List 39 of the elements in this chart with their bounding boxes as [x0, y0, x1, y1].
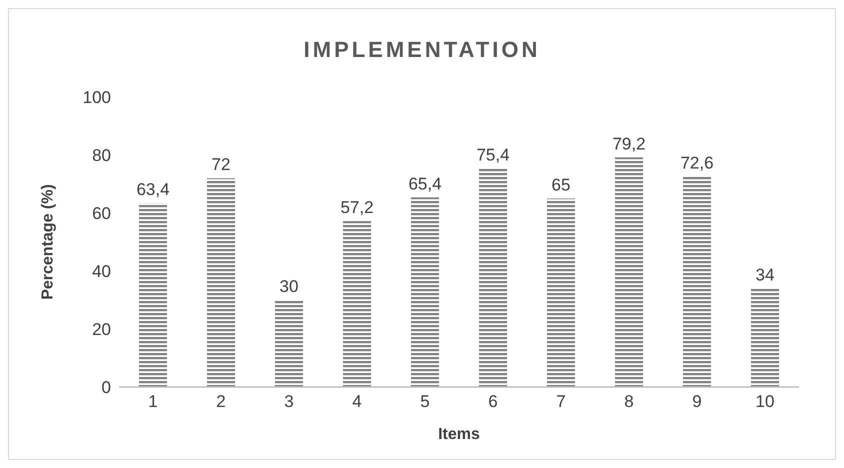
x-tick-label: 5: [420, 392, 430, 412]
x-axis-title: Items: [438, 426, 480, 443]
x-tick-label: 10: [756, 392, 774, 412]
bar: [411, 197, 439, 387]
bar: [275, 300, 303, 387]
y-tick-label: 100: [82, 88, 111, 108]
x-tick-label: 8: [624, 392, 634, 412]
x-tick-label: 1: [148, 392, 158, 412]
bar: [751, 288, 779, 387]
y-tick-label: 80: [92, 146, 111, 166]
x-tick-label: 7: [556, 392, 566, 412]
y-tick-label: 20: [92, 320, 111, 340]
x-tick-label: 9: [692, 392, 702, 412]
data-label: 72,6: [680, 153, 714, 172]
data-label: 79,2: [612, 134, 646, 154]
chart-title: IMPLEMENTATION: [302, 36, 542, 64]
data-label: 75,4: [476, 145, 510, 164]
x-tick-label: 2: [216, 392, 226, 412]
data-label: 30: [280, 277, 298, 296]
data-label: 63,4: [136, 180, 170, 200]
data-label: 65: [552, 176, 570, 194]
bar: [683, 176, 711, 387]
bar: [207, 178, 235, 387]
bar: [139, 203, 167, 387]
y-tick-label: 60: [92, 204, 111, 224]
x-tick-label: 3: [284, 392, 294, 412]
bar: [615, 157, 643, 387]
data-label: 72: [212, 155, 230, 174]
data-label: 34: [756, 265, 774, 284]
y-tick-label: 0: [102, 378, 111, 398]
bar: [479, 168, 507, 387]
bar: [547, 198, 575, 387]
bar: [343, 221, 371, 387]
data-label: 57,2: [340, 198, 374, 218]
x-tick-label: 6: [488, 392, 498, 412]
x-tick-label: 4: [352, 392, 362, 412]
y-tick-label: 40: [92, 262, 111, 282]
y-axis-title: Percentage (%): [40, 184, 57, 300]
data-label: 65,4: [408, 174, 442, 194]
